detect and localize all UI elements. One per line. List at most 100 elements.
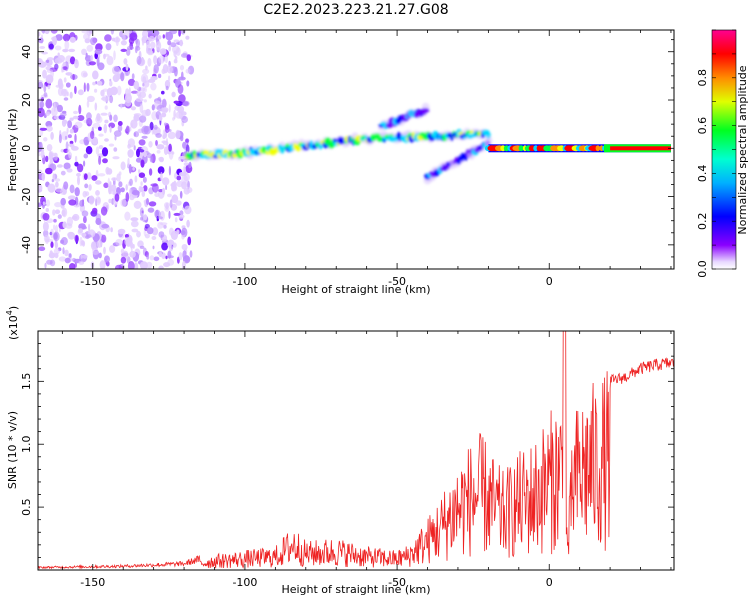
noise-speck (64, 135, 68, 140)
noise-speck (74, 85, 77, 95)
noise-speck (167, 259, 175, 266)
noise-speck (65, 223, 73, 229)
noise-speck (39, 101, 45, 108)
noise-speck (78, 228, 83, 234)
noise-speck (168, 210, 171, 219)
noise-speck (86, 172, 92, 180)
noise-speck (72, 213, 80, 222)
noise-speck (109, 95, 114, 104)
noise-speck (177, 84, 184, 95)
noise-speck (63, 61, 66, 67)
noise-speck (50, 241, 54, 248)
noise-speck (44, 262, 47, 269)
signal-tracks (183, 102, 493, 185)
noise-speck (147, 30, 154, 34)
noise-speck (100, 112, 108, 116)
noise-speck (45, 155, 49, 163)
noise-speck (173, 50, 177, 58)
noise-speck (163, 146, 168, 155)
noise-speck (51, 157, 57, 161)
noise-speck (42, 69, 47, 79)
noise-speck (137, 240, 144, 248)
noise-speck (46, 144, 53, 152)
noise-speck (55, 34, 63, 41)
noise-speck (136, 230, 141, 238)
spectrogram-xlabel: Height of straight line (km) (281, 283, 430, 296)
noise-speck (84, 183, 89, 189)
noise-speck (133, 145, 136, 151)
noise-speck (72, 115, 79, 120)
noise-speck (174, 66, 178, 77)
noise-speck (45, 111, 50, 117)
noise-speck (180, 230, 186, 236)
noise-speck (64, 40, 70, 50)
noise-speck (38, 183, 43, 193)
noise-speck (146, 261, 153, 269)
noise-speck (147, 57, 152, 67)
noise-speck (69, 128, 74, 134)
noise-speck (142, 76, 147, 84)
noise-speck (68, 253, 72, 259)
noise-speck (62, 33, 71, 42)
noise-speck (164, 79, 171, 89)
noise-speck (58, 134, 62, 144)
noise-speck (74, 121, 83, 129)
noise-speck (170, 230, 178, 240)
noise-speck (153, 64, 159, 74)
noise-speck (122, 32, 126, 42)
noise-speck (103, 53, 110, 57)
noise-speck (61, 119, 68, 125)
noise-speck (165, 185, 168, 190)
noise-speck (154, 209, 161, 219)
snr-scale-exp: 4 (5, 310, 14, 315)
noise-speck (111, 177, 118, 182)
svg-text:(x104): (x104) (5, 306, 20, 340)
noise-speck (83, 160, 86, 167)
noise-speck (176, 175, 182, 181)
noise-speck (63, 97, 69, 101)
noise-speck (162, 134, 166, 140)
noise-speck (116, 173, 121, 182)
noise-speck (185, 138, 190, 143)
noise-speck (97, 173, 106, 177)
noise-speck (51, 179, 54, 183)
noise-speck (178, 111, 183, 120)
noise-speck (161, 107, 169, 113)
noise-speck (158, 265, 164, 269)
noise-speck (186, 219, 190, 228)
noise-speck (96, 240, 102, 248)
y-tick-label: 20 (20, 93, 33, 107)
noise-speck (146, 254, 150, 260)
noise-speck (132, 190, 140, 196)
noise-speck (187, 236, 192, 246)
noise-speck (171, 151, 175, 155)
noise-speck (105, 166, 110, 175)
noise-speck (151, 104, 155, 111)
noise-speck (86, 82, 90, 92)
noise-speck (133, 262, 139, 269)
noise-speck (38, 81, 44, 89)
noise-speck (60, 170, 66, 176)
noise-speck (166, 65, 173, 74)
noise-speck (65, 141, 69, 151)
noise-speck (158, 189, 164, 193)
noise-speck (43, 83, 47, 93)
noise-speck (100, 89, 105, 97)
noise-speck (45, 199, 51, 207)
noise-speck (62, 66, 68, 70)
noise-speck (175, 200, 182, 206)
noise-speck (92, 250, 100, 256)
noise-speck (180, 135, 184, 142)
noise-speck (82, 254, 88, 259)
noise-speck (101, 95, 110, 102)
noise-speck (138, 139, 146, 146)
noise-speck (53, 248, 60, 255)
noise-speck (38, 246, 46, 251)
noise-speck (94, 88, 98, 93)
noise-speck (94, 102, 98, 111)
noise-speck (117, 228, 126, 235)
noise-speck (147, 50, 154, 56)
noise-speck (90, 130, 95, 140)
noise-speck (83, 153, 89, 159)
snr-panel: -150 -100 -50 0 0.5 1.0 1.5 Height of straight… (5, 306, 675, 596)
